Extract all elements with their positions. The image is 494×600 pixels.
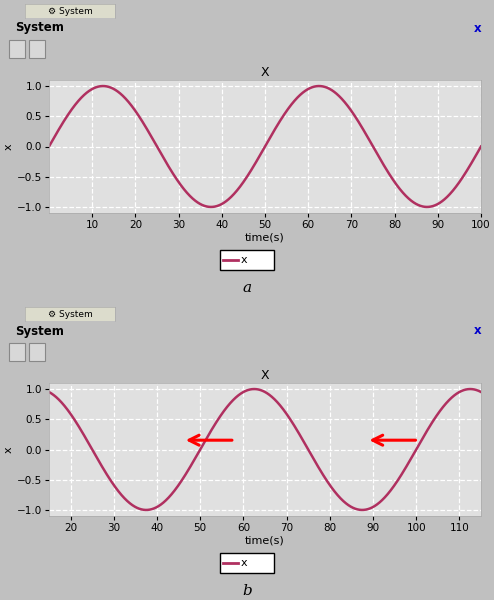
Text: x: x (474, 22, 482, 34)
X-axis label: time(s): time(s) (245, 536, 285, 546)
Bar (29, 40, 45, 58)
Text: ⚙ System: ⚙ System (47, 310, 92, 319)
Title: X: X (261, 66, 269, 79)
Bar (220, 553, 274, 573)
Bar (220, 250, 274, 270)
Text: a: a (243, 281, 251, 295)
Y-axis label: x: x (4, 143, 14, 150)
Text: x: x (241, 255, 247, 265)
Bar (9, 40, 25, 58)
Bar (29, 343, 45, 361)
Text: b: b (242, 584, 252, 598)
Bar (9, 343, 25, 361)
Text: System: System (15, 325, 64, 337)
Text: x: x (241, 558, 247, 568)
Text: ⚙ System: ⚙ System (47, 7, 92, 16)
Y-axis label: x: x (4, 446, 14, 453)
X-axis label: time(s): time(s) (245, 233, 285, 243)
Text: System: System (15, 22, 64, 34)
Text: x: x (474, 325, 482, 337)
Title: X: X (261, 369, 269, 382)
